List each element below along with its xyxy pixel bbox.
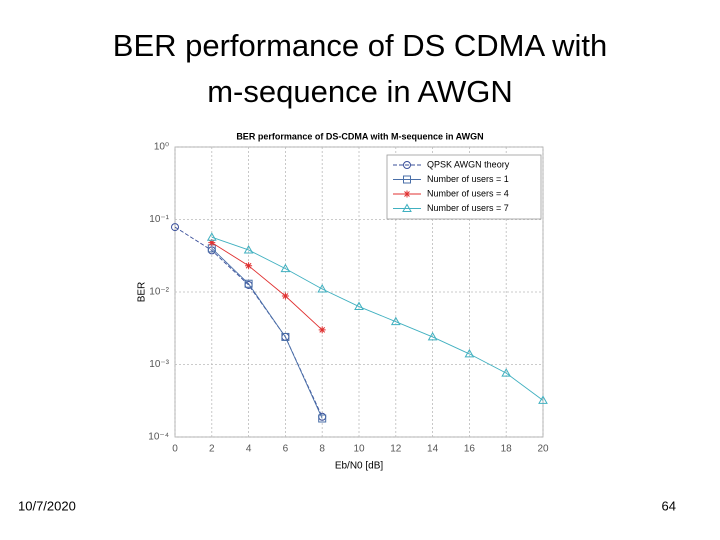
legend-marker xyxy=(403,161,411,169)
marker xyxy=(501,368,512,377)
marker xyxy=(244,279,253,288)
marker xyxy=(280,263,291,273)
x-tick-label: 10 xyxy=(353,444,365,455)
slide-title: m-sequence in AWGN xyxy=(207,74,513,109)
series-line xyxy=(211,236,544,401)
legend-marker xyxy=(403,190,411,198)
x-axis-label: Eb/N0 [dB] xyxy=(335,461,384,472)
marker xyxy=(206,232,217,241)
marker xyxy=(464,348,475,358)
legend-label: Number of users = 4 xyxy=(427,188,509,198)
marker xyxy=(390,316,401,326)
x-tick-label: 0 xyxy=(172,444,178,455)
marker xyxy=(318,414,327,423)
marker xyxy=(538,395,548,404)
y-tick-label: 10⁰ xyxy=(154,142,169,153)
x-tick-label: 18 xyxy=(501,444,513,455)
legend-marker xyxy=(403,175,411,184)
marker xyxy=(317,283,328,293)
marker xyxy=(318,326,326,334)
x-tick-label: 14 xyxy=(427,444,439,455)
x-tick-label: 12 xyxy=(390,444,402,455)
chart-title: BER performance of DS-CDMA with M-sequen… xyxy=(236,131,483,141)
legend-label: Number of users = 1 xyxy=(427,174,509,184)
series-line xyxy=(211,242,323,331)
x-tick-label: 4 xyxy=(246,444,252,455)
x-tick-label: 16 xyxy=(464,444,476,455)
legend-label: QPSK AWGN theory xyxy=(427,159,510,169)
series-line xyxy=(211,248,323,419)
x-tick-label: 2 xyxy=(209,444,215,455)
y-tick-label: 10⁻¹ xyxy=(149,214,169,225)
slide-title: BER performance of DS CDMA with xyxy=(113,28,607,63)
marker xyxy=(354,301,364,311)
x-tick-label: 8 xyxy=(319,444,325,455)
y-tick-label: 10⁻² xyxy=(149,287,169,298)
marker xyxy=(245,262,253,270)
y-tick-label: 10⁻³ xyxy=(149,359,169,370)
date: 10/7/2020 xyxy=(18,498,76,513)
marker xyxy=(281,292,289,300)
legend-label: Number of users = 7 xyxy=(427,203,509,213)
legend-marker xyxy=(402,203,412,212)
page-number: 64 xyxy=(662,498,676,513)
marker xyxy=(281,332,290,341)
marker xyxy=(427,331,438,341)
marker xyxy=(243,244,254,254)
y-axis-label: BER xyxy=(137,282,148,303)
x-tick-label: 6 xyxy=(283,444,289,455)
y-tick-label: 10⁻⁴ xyxy=(148,432,169,443)
marker xyxy=(171,223,179,232)
x-tick-label: 20 xyxy=(537,444,549,455)
marker xyxy=(208,239,216,247)
